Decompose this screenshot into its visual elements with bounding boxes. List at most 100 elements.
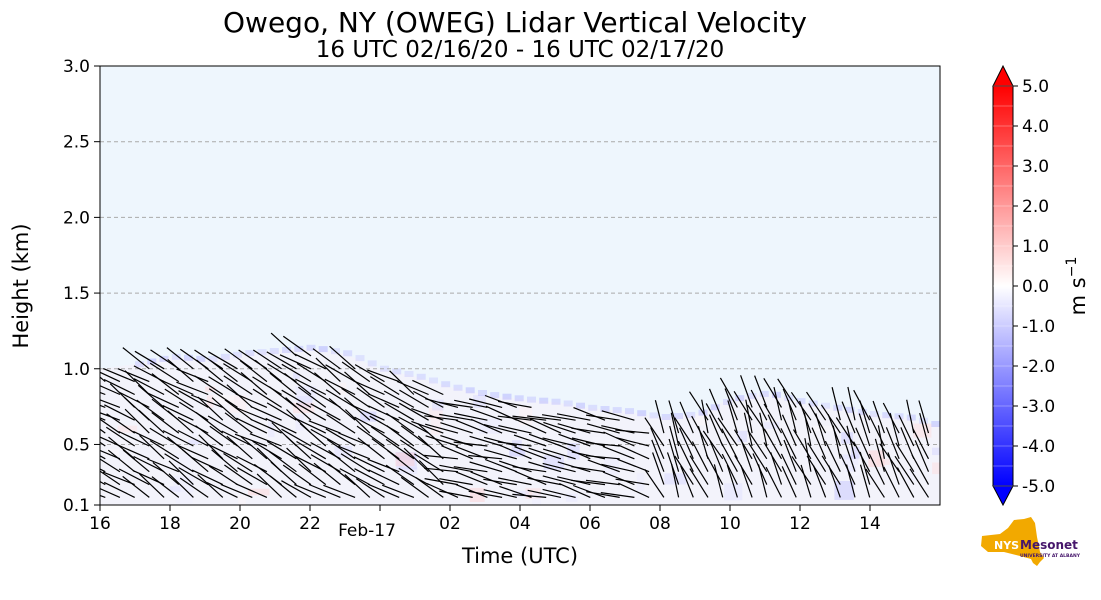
colorbar-extend-min xyxy=(992,485,1014,507)
velocity-patch xyxy=(723,399,732,405)
velocity-patch xyxy=(649,412,659,419)
velocity-patch xyxy=(543,455,564,470)
wind-barb xyxy=(500,444,532,460)
wind-barb xyxy=(708,388,724,421)
wind-barb xyxy=(354,364,385,383)
wind-barb xyxy=(439,490,473,498)
wind-barb xyxy=(415,477,444,498)
wind-barb xyxy=(781,466,797,498)
wind-barb xyxy=(512,466,547,473)
wind-barb xyxy=(677,440,694,472)
velocity-patch xyxy=(196,355,206,362)
velocity-patch xyxy=(724,445,741,456)
wind-barb xyxy=(441,445,473,460)
velocity-patch xyxy=(894,430,902,439)
colorbar-tick-label: -3.0 xyxy=(1022,397,1055,417)
wind-barb xyxy=(709,439,724,472)
wind-barb xyxy=(286,447,312,473)
velocity-patch xyxy=(876,458,890,465)
colorbar: 5.0 4.0 3.0 2.0 1.0 0.0 -1.0 -2.0 -3.0 -4.0 -5.0 m… xyxy=(992,64,1090,507)
wind-barb xyxy=(344,474,371,498)
wind-barb xyxy=(100,399,121,408)
wind-barb xyxy=(389,370,415,395)
wind-barb xyxy=(702,430,724,460)
velocity-patch xyxy=(294,345,304,352)
wind-barb xyxy=(528,461,562,473)
wind-barb xyxy=(367,483,400,498)
wind-barb xyxy=(387,449,415,473)
wind-barb xyxy=(542,414,576,421)
wind-barb xyxy=(586,491,620,498)
wind-barb xyxy=(727,400,738,434)
wind-barb xyxy=(733,390,753,421)
colorbar-tick-label: 5.0 xyxy=(1022,77,1049,97)
wind-barb xyxy=(326,414,356,434)
wind-barb xyxy=(674,417,694,447)
plot-area xyxy=(99,65,941,506)
wind-barb xyxy=(439,464,473,473)
velocity-patch xyxy=(392,368,402,375)
logo-name: Mesonet xyxy=(1020,538,1078,552)
wind-barb xyxy=(178,401,209,421)
velocity-patch xyxy=(306,344,316,351)
wind-barb xyxy=(654,400,665,434)
colorbar-tick-label: -2.0 xyxy=(1022,357,1055,377)
wind-barb xyxy=(424,467,459,473)
velocity-patch xyxy=(763,422,780,429)
wind-barb xyxy=(239,360,268,383)
wind-barb xyxy=(855,427,871,460)
wind-barb xyxy=(853,441,871,472)
wind-barb xyxy=(250,418,282,434)
wind-barb xyxy=(356,387,385,408)
velocity-patch xyxy=(695,415,707,426)
velocity-patch xyxy=(367,360,377,367)
wind-barb xyxy=(168,473,194,498)
velocity-patch xyxy=(150,394,166,413)
wind-barb xyxy=(483,478,517,486)
velocity-patch xyxy=(882,412,892,419)
wind-barb xyxy=(137,384,165,408)
wind-barb xyxy=(616,437,650,447)
velocity-patch xyxy=(906,414,916,421)
wind-barb xyxy=(252,388,282,408)
wind-barb xyxy=(846,425,856,459)
wind-barb xyxy=(602,471,635,486)
wind-barb xyxy=(898,415,915,447)
wind-barb xyxy=(206,443,238,460)
wind-barb xyxy=(118,430,150,447)
wind-barb xyxy=(740,375,753,408)
wind-barb xyxy=(439,401,473,408)
x-tick-label: 02 xyxy=(439,514,461,534)
velocity-patch xyxy=(737,430,748,443)
wind-barb xyxy=(235,483,268,498)
wind-barb xyxy=(149,440,180,460)
velocity-patch xyxy=(453,384,463,391)
x-tick-label: Feb-17 xyxy=(338,521,396,541)
y-tick-label: 2.0 xyxy=(63,208,90,228)
velocity-patch xyxy=(404,371,414,377)
wind-barb xyxy=(705,454,724,485)
wind-barb xyxy=(176,368,209,383)
wind-barb xyxy=(763,377,783,408)
wind-barb xyxy=(152,461,180,486)
wind-barb xyxy=(122,449,150,473)
wind-barb xyxy=(100,470,121,486)
wind-barb xyxy=(806,391,827,421)
wind-barb xyxy=(270,332,297,357)
wind-barb xyxy=(164,453,194,473)
wind-barb xyxy=(571,466,606,473)
wind-barb xyxy=(325,389,356,408)
wind-barb xyxy=(883,466,900,498)
wind-barb xyxy=(514,446,547,460)
velocity-patch xyxy=(135,361,144,368)
wind-barb xyxy=(806,455,827,485)
wind-barb xyxy=(197,474,224,498)
wind-barb xyxy=(424,454,459,460)
wind-barb xyxy=(909,468,930,498)
wind-barb xyxy=(207,351,238,370)
wind-barb xyxy=(455,471,488,486)
wind-barb xyxy=(585,479,620,486)
wind-barb xyxy=(542,488,576,498)
wind-barb xyxy=(100,487,121,498)
wind-barb xyxy=(512,415,547,421)
